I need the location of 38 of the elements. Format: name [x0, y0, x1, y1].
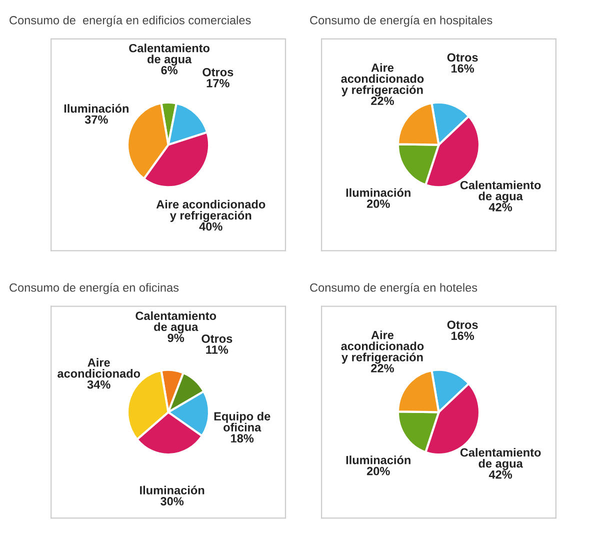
data-label: 40% — [199, 222, 222, 231]
data-label: 37% — [84, 115, 108, 124]
data-label: 42% — [488, 470, 512, 479]
data-label: 20% — [366, 466, 390, 476]
data-label: 17% — [206, 79, 230, 88]
data-label: 11% — [206, 346, 228, 354]
slice-label: Aire acondicionado y refrigeración — [341, 63, 424, 96]
slice-label: Iluminación — [346, 455, 410, 464]
data-label: 42% — [488, 203, 512, 212]
slice-label: Iluminación — [346, 188, 410, 197]
slice-label: Calentamiento de agua — [136, 311, 216, 334]
slice-label: Calentamiento de agua — [460, 180, 541, 203]
data-label: 30% — [160, 497, 184, 506]
slice-label: Otros — [202, 334, 232, 343]
slice-label: Equipo de oficina — [214, 412, 270, 432]
slice-label: Aire acondicionado — [58, 358, 140, 378]
data-label: 9% — [168, 334, 184, 342]
slice-label: Otros — [447, 53, 478, 62]
chart-title: Consumo de energía en edificios comerciales — [10, 16, 251, 27]
slice-label: Calentamiento de agua — [460, 448, 541, 470]
slice-label: Otros — [447, 320, 478, 329]
slice-label: Calentamiento de agua — [129, 44, 210, 66]
data-label: 22% — [371, 364, 394, 372]
data-label: 6% — [161, 66, 178, 74]
slice-label: Aire acondicionado y refrigeración — [341, 330, 424, 364]
data-label: 18% — [231, 434, 254, 443]
data-label: 22% — [371, 96, 394, 106]
chart-title: Consumo de energía en hoteles — [310, 282, 478, 294]
data-label: 16% — [451, 64, 474, 73]
slice-label: Aire acondicionado y refrigeración — [156, 200, 266, 222]
slice-label: Otros — [202, 68, 234, 76]
slice-label: Iluminación — [140, 486, 204, 494]
slice-label: Iluminación — [64, 104, 128, 113]
data-label: 34% — [87, 380, 110, 389]
data-label: 16% — [451, 332, 474, 340]
chart-title: Consumo de energía en oficinas — [10, 282, 179, 294]
data-label: 20% — [366, 200, 390, 208]
chart-title: Consumo de energía en hospitales — [310, 16, 492, 27]
